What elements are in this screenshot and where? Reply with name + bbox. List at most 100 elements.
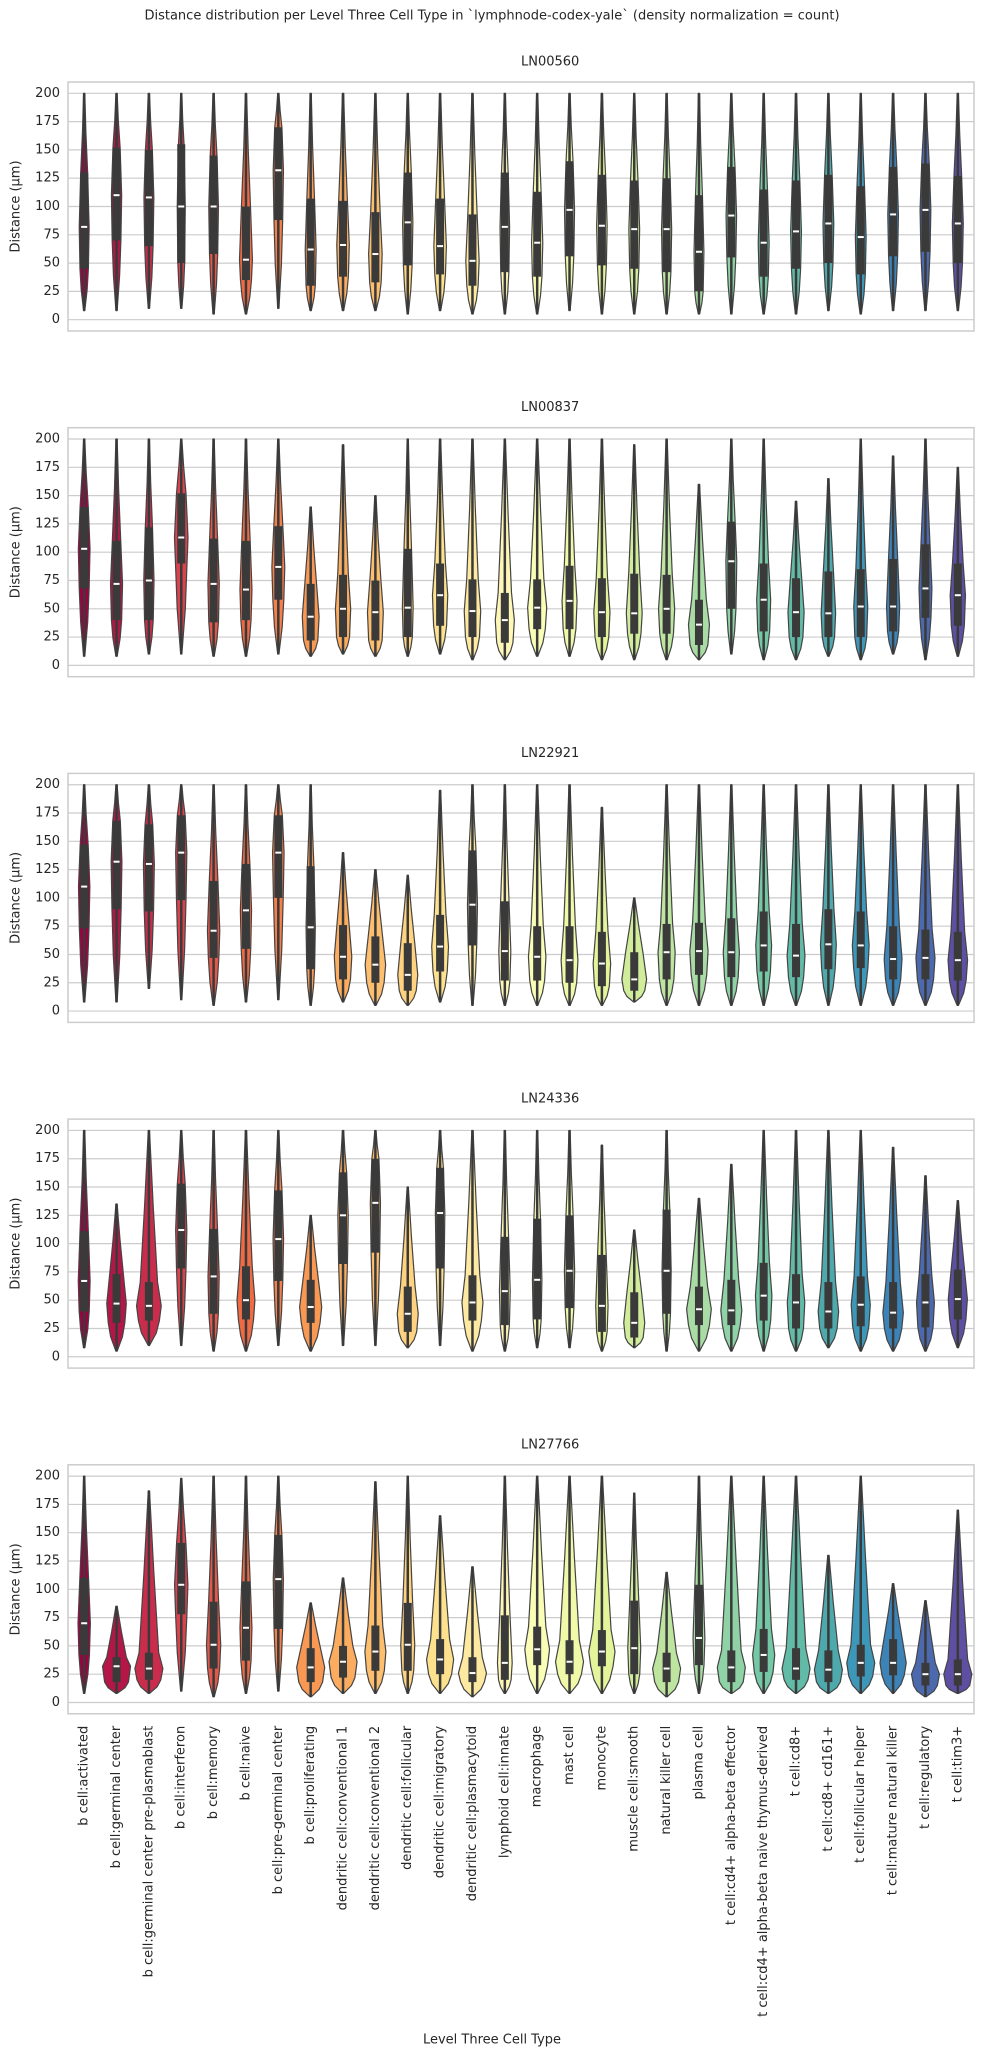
- x-tick-label: b cell:memory: [206, 1725, 221, 1819]
- x-tick-label: mast cell: [562, 1726, 577, 1785]
- y-tick-label: 125: [35, 862, 60, 877]
- y-tick-label: 0: [52, 312, 60, 327]
- iqr-box: [209, 155, 218, 255]
- y-tick-label: 75: [43, 227, 60, 242]
- iqr-box: [759, 563, 768, 632]
- iqr-box: [533, 1626, 542, 1666]
- iqr-box: [889, 926, 898, 980]
- iqr-box: [889, 166, 898, 257]
- iqr-box: [694, 922, 703, 975]
- y-axis-label: Distance (µm): [9, 506, 24, 598]
- y-tick-label: 50: [43, 601, 60, 616]
- iqr-box: [241, 206, 250, 281]
- iqr-box: [889, 558, 898, 632]
- x-tick-label: b cell:germinal center: [109, 1725, 124, 1868]
- iqr-box: [694, 599, 703, 646]
- x-tick-label: dendritic cell:migratory: [433, 1726, 448, 1879]
- iqr-box: [662, 178, 671, 273]
- y-tick-label: 150: [35, 488, 60, 503]
- iqr-box: [436, 914, 445, 972]
- iqr-box: [500, 1615, 509, 1680]
- y-tick-label: 50: [43, 256, 60, 271]
- x-axis-label: Level Three Cell Type: [423, 2033, 561, 2048]
- x-tick-label: t cell:cd8+ cd161+: [821, 1726, 836, 1852]
- y-tick-label: 125: [35, 516, 60, 531]
- y-tick-label: 150: [35, 142, 60, 157]
- iqr-box: [80, 172, 89, 269]
- iqr-box: [565, 1640, 574, 1675]
- iqr-box: [371, 580, 380, 641]
- iqr-box: [759, 1628, 768, 1672]
- iqr-box: [889, 1639, 898, 1676]
- iqr-box: [371, 212, 380, 283]
- plot-frame: [67, 1118, 975, 1369]
- y-tick-label: 100: [35, 199, 60, 214]
- iqr-box: [371, 936, 380, 983]
- iqr-box: [177, 815, 186, 901]
- iqr-box: [630, 1600, 639, 1675]
- y-tick-label: 75: [43, 1610, 60, 1625]
- y-tick-label: 25: [43, 1667, 60, 1682]
- iqr-box: [468, 214, 477, 286]
- x-tick-label: b cell:interferon: [174, 1726, 189, 1829]
- y-tick-label: 25: [43, 1321, 60, 1336]
- iqr-box: [533, 579, 542, 630]
- y-tick-label: 125: [35, 1554, 60, 1569]
- y-tick-label: 50: [43, 1293, 60, 1308]
- y-tick-label: 25: [43, 630, 60, 645]
- iqr-box: [565, 926, 574, 983]
- y-tick-label: 0: [52, 658, 60, 673]
- iqr-box: [630, 952, 639, 991]
- iqr-box: [209, 1601, 218, 1669]
- panel-title: LN00837: [521, 400, 579, 415]
- iqr-box: [274, 815, 283, 898]
- x-tick-label: b cell:proliferating: [303, 1726, 318, 1845]
- iqr-box: [500, 1236, 509, 1326]
- y-tick-label: 75: [43, 573, 60, 588]
- iqr-box: [468, 850, 477, 946]
- iqr-box: [500, 172, 509, 273]
- plot-frame: [67, 1464, 975, 1715]
- iqr-box: [921, 929, 930, 980]
- iqr-box: [662, 1209, 671, 1314]
- iqr-box: [209, 538, 218, 623]
- iqr-box: [468, 1275, 477, 1321]
- x-tick-label: b cell:pre-germinal center: [271, 1725, 286, 1894]
- iqr-box: [241, 540, 250, 621]
- iqr-box: [403, 943, 412, 991]
- iqr-box: [889, 1282, 898, 1329]
- iqr-box: [177, 144, 186, 264]
- iqr-box: [824, 1650, 833, 1683]
- y-tick-label: 150: [35, 834, 60, 849]
- x-tick-label: lymphoid cell:innate: [497, 1726, 512, 1858]
- iqr-box: [824, 909, 833, 970]
- y-tick-label: 125: [35, 171, 60, 186]
- iqr-box: [694, 195, 703, 292]
- y-tick-label: 200: [35, 1469, 60, 1484]
- x-tick-label: plasma cell: [691, 1726, 706, 1800]
- panel-title: LN24336: [521, 1092, 579, 1107]
- y-tick-label: 75: [43, 919, 60, 934]
- iqr-box: [856, 911, 865, 969]
- iqr-box: [792, 180, 801, 269]
- x-tick-label: b cell:germinal center pre-plasmablast: [141, 1726, 156, 1978]
- iqr-box: [80, 1231, 89, 1312]
- iqr-box: [274, 127, 283, 221]
- iqr-box: [565, 161, 574, 257]
- plot-frame: [67, 81, 975, 332]
- iqr-box: [792, 578, 801, 638]
- y-tick-label: 25: [43, 975, 60, 990]
- iqr-box: [112, 1274, 121, 1323]
- x-tick-label: b cell:activated: [77, 1726, 92, 1826]
- iqr-box: [177, 1542, 186, 1615]
- y-tick-label: 50: [43, 947, 60, 962]
- iqr-box: [144, 1652, 153, 1680]
- y-tick-label: 0: [52, 1349, 60, 1364]
- iqr-box: [727, 166, 736, 258]
- iqr-box: [339, 1172, 348, 1264]
- iqr-box: [371, 1625, 380, 1671]
- iqr-box: [209, 880, 218, 958]
- iqr-box: [209, 1228, 218, 1314]
- y-axis-label: Distance (µm): [9, 160, 24, 252]
